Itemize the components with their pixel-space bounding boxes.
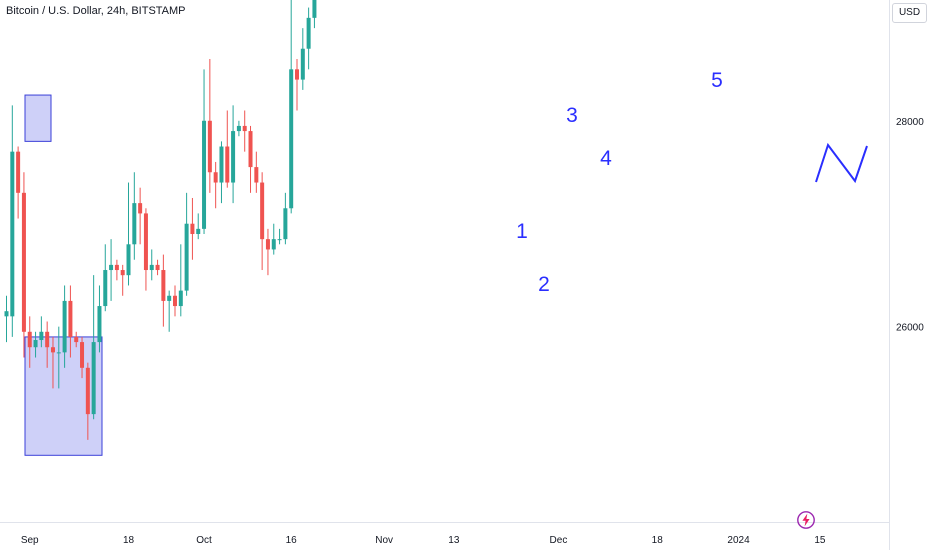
candle[interactable]	[155, 259, 160, 276]
x-tick-label: 16	[286, 535, 298, 546]
candle[interactable]	[56, 326, 61, 389]
zone-rectangle[interactable]	[24, 94, 52, 142]
candle[interactable]	[45, 321, 50, 368]
x-tick-label: 13	[448, 535, 460, 546]
candle[interactable]	[289, 0, 294, 214]
candle[interactable]	[50, 336, 55, 389]
candle[interactable]	[242, 110, 247, 152]
x-tick-label: Sep	[21, 535, 39, 546]
x-tick-label: Dec	[550, 535, 568, 546]
candle[interactable]	[149, 249, 154, 281]
candle[interactable]	[172, 285, 177, 317]
projection-path[interactable]	[815, 142, 868, 184]
candle[interactable]	[126, 182, 131, 286]
candle[interactable]	[312, 0, 317, 29]
candle[interactable]	[196, 213, 201, 240]
candle[interactable]	[62, 285, 67, 368]
candle[interactable]	[306, 7, 311, 70]
candle[interactable]	[120, 264, 125, 296]
candle[interactable]	[109, 239, 114, 301]
candle[interactable]	[178, 244, 183, 317]
candle[interactable]	[295, 59, 299, 111]
candle[interactable]	[143, 208, 148, 291]
candle[interactable]	[231, 105, 236, 204]
lightning-bolt-icon[interactable]	[796, 510, 816, 530]
candle[interactable]	[161, 254, 166, 327]
candle[interactable]	[167, 290, 172, 332]
x-tick-label: Nov	[375, 535, 393, 546]
candle[interactable]	[21, 172, 26, 358]
chart-title: Bitcoin / U.S. Dollar, 24h, BITSTAMP	[6, 5, 186, 17]
candle[interactable]	[207, 59, 212, 193]
candle[interactable]	[202, 69, 207, 235]
candle[interactable]	[138, 187, 143, 245]
currency-button[interactable]: USD	[892, 3, 927, 23]
zone-rectangle[interactable]	[24, 336, 103, 456]
candle[interactable]	[4, 295, 9, 343]
candle[interactable]	[39, 316, 44, 348]
x-tick-label: Oct	[196, 535, 212, 546]
candle[interactable]	[33, 331, 38, 358]
x-tick-label: 2024	[727, 535, 750, 546]
candle[interactable]	[68, 285, 73, 358]
wave-label[interactable]: 2	[538, 273, 550, 296]
candle[interactable]	[213, 161, 218, 209]
wave-label[interactable]: 5	[711, 69, 723, 92]
y-tick-label: 26000	[896, 323, 924, 334]
candle[interactable]	[277, 228, 282, 245]
candle[interactable]	[190, 197, 195, 260]
plot-area[interactable]	[0, 0, 890, 522]
candle[interactable]	[132, 172, 137, 260]
candle[interactable]	[248, 125, 253, 193]
x-tick-label: 15	[814, 535, 826, 546]
candle[interactable]	[260, 172, 265, 271]
candle[interactable]	[271, 223, 276, 255]
candle[interactable]	[265, 228, 270, 276]
candle[interactable]	[10, 105, 15, 337]
x-tick-label: 18	[652, 535, 664, 546]
candle[interactable]	[97, 285, 102, 353]
candle[interactable]	[236, 120, 241, 137]
wave-label[interactable]: 1	[516, 220, 528, 243]
candle[interactable]	[85, 362, 90, 440]
candle[interactable]	[300, 28, 305, 90]
wave-label[interactable]: 3	[566, 104, 578, 127]
candle[interactable]	[103, 244, 108, 312]
candle[interactable]	[16, 146, 21, 219]
candle[interactable]	[225, 110, 230, 188]
candle[interactable]	[91, 275, 96, 420]
candle[interactable]	[184, 192, 189, 296]
y-tick-label: 28000	[896, 117, 924, 128]
x-tick-label: 18	[123, 535, 135, 546]
candle[interactable]	[254, 151, 259, 193]
candle[interactable]	[283, 192, 288, 245]
candle[interactable]	[27, 316, 32, 368]
candle[interactable]	[219, 141, 224, 204]
candle[interactable]	[80, 336, 85, 379]
candle[interactable]	[74, 331, 79, 348]
candle[interactable]	[114, 259, 119, 281]
wave-label[interactable]: 4	[600, 147, 612, 170]
